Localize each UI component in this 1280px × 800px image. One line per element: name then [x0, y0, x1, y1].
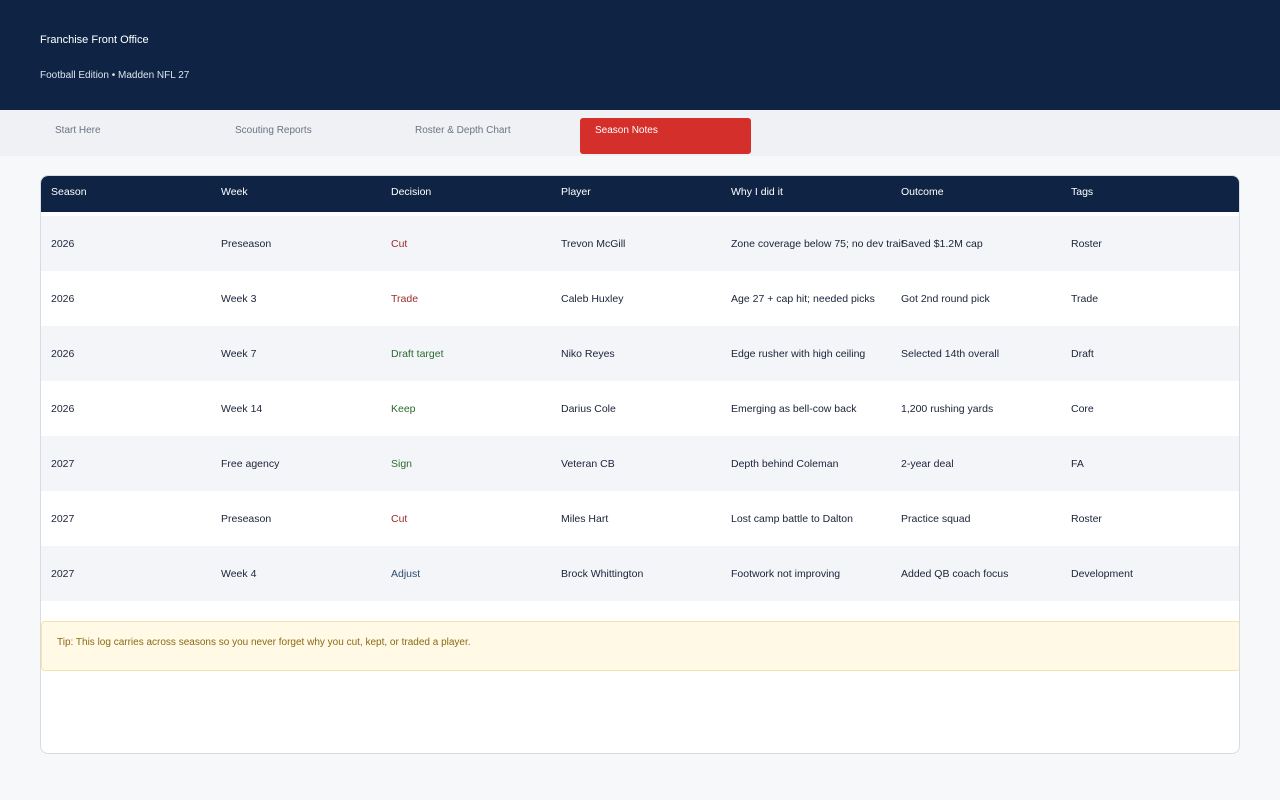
cell-week: Week 3	[221, 293, 257, 305]
cell-season: 2026	[51, 293, 75, 305]
tip-banner: Tip: This log carries across seasons so …	[41, 621, 1239, 671]
table-row[interactable]: 2027 Week 4 Adjust Brock Whittington Foo…	[41, 546, 1239, 601]
cell-reason: Depth behind Coleman	[731, 458, 839, 470]
column-header-outcome: Outcome	[901, 186, 944, 198]
app-header: Franchise Front Office Football Edition …	[0, 0, 1280, 110]
cell-season: 2026	[51, 348, 75, 360]
tab-scouting-reports[interactable]: Scouting Reports	[235, 125, 312, 136]
cell-decision: Trade	[391, 293, 419, 305]
cell-week: Week 14	[221, 403, 263, 415]
cell-reason: Emerging as bell-cow back	[731, 403, 857, 415]
cell-decision: Draft target	[391, 348, 444, 360]
cell-season: 2026	[51, 238, 75, 250]
cell-reason: Footwork not improving	[731, 568, 841, 580]
cell-tags: Trade	[1071, 293, 1099, 305]
cell-tags: FA	[1071, 458, 1084, 470]
cell-tags: Roster	[1071, 513, 1102, 525]
table-row[interactable]: 2026 Week 14 Keep Darius Cole Emerging a…	[41, 381, 1239, 436]
cell-week: Week 7	[221, 348, 257, 360]
table-row[interactable]: 2027 Free agency Sign Veteran CB Depth b…	[41, 436, 1239, 491]
cell-outcome: Got 2nd round pick	[901, 293, 990, 305]
cell-decision: Sign	[391, 458, 413, 470]
cell-tags: Core	[1071, 403, 1094, 415]
cell-reason: Edge rusher with high ceiling	[731, 348, 866, 360]
tab-roster-depth-chart[interactable]: Roster & Depth Chart	[415, 125, 511, 136]
cell-tags: Roster	[1071, 238, 1102, 250]
cell-outcome: 1,200 rushing yards	[901, 403, 994, 415]
cell-player: Veteran CB	[561, 458, 615, 470]
cell-season: 2027	[51, 458, 75, 470]
app-title: Franchise Front Office	[40, 34, 149, 46]
cell-tags: Development	[1071, 568, 1133, 580]
cell-outcome: 2-year deal	[901, 458, 954, 470]
cell-tags: Draft	[1071, 348, 1094, 360]
cell-outcome: Saved $1.2M cap	[901, 238, 983, 250]
season-notes-panel: Season Week Decision Player Why I did it…	[40, 175, 1240, 754]
cell-decision: Cut	[391, 238, 408, 250]
table-row[interactable]: 2026 Preseason Cut Trevon McGill Zone co…	[41, 216, 1239, 271]
cell-reason: Age 27 + cap hit; needed picks	[731, 293, 875, 305]
cell-season: 2026	[51, 403, 75, 415]
table-row[interactable]: 2027 Preseason Cut Miles Hart Lost camp …	[41, 491, 1239, 546]
cell-outcome: Added QB coach focus	[901, 568, 1009, 580]
cell-player: Miles Hart	[561, 513, 609, 525]
column-header-decision: Decision	[391, 186, 432, 198]
cell-season: 2027	[51, 568, 75, 580]
tip-text: Tip: This log carries across seasons so …	[57, 637, 471, 648]
table-row[interactable]: 2026 Week 3 Trade Caleb Huxley Age 27 + …	[41, 271, 1239, 326]
cell-decision: Keep	[391, 403, 416, 415]
cell-week: Preseason	[221, 513, 272, 525]
column-header-player: Player	[561, 186, 591, 198]
cell-decision: Cut	[391, 513, 408, 525]
column-header-week: Week	[221, 186, 248, 198]
tab-bar: Start Here Scouting Reports Roster & Dep…	[0, 110, 1280, 156]
cell-player: Trevon McGill	[561, 238, 626, 250]
cell-player: Darius Cole	[561, 403, 616, 415]
table-row[interactable]: 2026 Week 7 Draft target Niko Reyes Edge…	[41, 326, 1239, 381]
cell-outcome: Practice squad	[901, 513, 971, 525]
cell-season: 2027	[51, 513, 75, 525]
app-subtitle: Football Edition • Madden NFL 27	[40, 70, 190, 81]
tab-start-here[interactable]: Start Here	[55, 125, 101, 136]
cell-week: Free agency	[221, 458, 280, 470]
cell-player: Caleb Huxley	[561, 293, 624, 305]
tab-season-notes[interactable]: Season Notes	[580, 118, 751, 154]
table-header: Season Week Decision Player Why I did it…	[41, 176, 1239, 212]
cell-player: Brock Whittington	[561, 568, 644, 580]
cell-reason: Zone coverage below 75; no dev trait	[731, 238, 904, 250]
cell-player: Niko Reyes	[561, 348, 615, 360]
cell-week: Preseason	[221, 238, 272, 250]
column-header-why: Why I did it	[731, 186, 783, 198]
cell-decision: Adjust	[391, 568, 421, 580]
column-header-tags: Tags	[1071, 186, 1094, 198]
cell-reason: Lost camp battle to Dalton	[731, 513, 853, 525]
cell-outcome: Selected 14th overall	[901, 348, 1000, 360]
column-header-season: Season	[51, 186, 87, 198]
cell-week: Week 4	[221, 568, 257, 580]
